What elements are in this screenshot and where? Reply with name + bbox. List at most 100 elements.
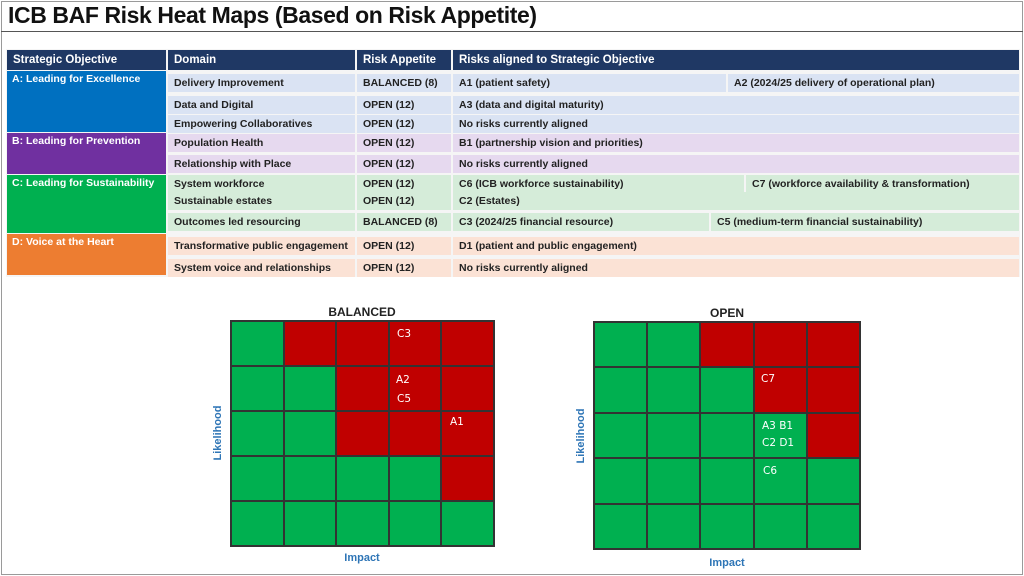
heatmap-balanced-xlabel: Impact <box>344 552 380 564</box>
heatmap-open-cell <box>647 412 701 459</box>
heatmap-balanced-cell <box>336 456 389 501</box>
heatmap-balanced-cell <box>231 456 284 501</box>
heatmap-balanced-cell <box>388 501 442 546</box>
heatmap-open-cell <box>594 367 648 413</box>
heatmap-open <box>593 321 861 550</box>
appetite-cell: OPEN (12) <box>357 192 451 210</box>
appetite-cell: OPEN (12) <box>357 134 451 152</box>
objective-a: A: Leading for Excellence <box>7 71 166 132</box>
risk-cell: A3 (data and digital maturity) <box>453 96 1019 114</box>
appetite-cell: OPEN (12) <box>357 259 451 277</box>
heatmap-open-cell <box>753 503 807 549</box>
heatmap-balanced-title: BALANCED <box>328 305 396 319</box>
appetite-cell: OPEN (12) <box>357 237 451 255</box>
domain-cell: Population Health <box>168 134 355 152</box>
risk-label: A2 <box>396 374 410 386</box>
heatmap-balanced-cell <box>231 366 284 411</box>
risk-cell: No risks currently aligned <box>453 115 1019 133</box>
risk-cell: C6 (ICB workforce sustainability) <box>453 175 744 193</box>
heatmap-balanced-cell <box>231 501 284 546</box>
heatmap-open-cell <box>594 412 648 459</box>
appetite-cell: BALANCED (8) <box>357 74 451 92</box>
heatmap-open-cell <box>806 458 860 504</box>
objective-c: C: Leading for Sustainability <box>7 175 166 233</box>
heatmap-open-cell <box>647 367 701 413</box>
risk-label: C3 <box>397 328 412 340</box>
heatmap-balanced-cell <box>441 321 494 366</box>
page-title: ICB BAF Risk Heat Maps (Based on Risk Ap… <box>8 2 537 28</box>
heatmap-balanced-cell <box>283 501 337 546</box>
domain-cell: Transformative public engagement <box>168 237 355 255</box>
heatmap-balanced-cell <box>283 366 337 411</box>
heatmap-open-cell <box>594 458 648 504</box>
heatmap-open-title: OPEN <box>709 306 744 320</box>
risk-label: C2 D1 <box>762 437 795 449</box>
heatmap-balanced-cell <box>336 501 389 546</box>
risk-label: C7 <box>761 373 776 385</box>
heatmap-open-cell <box>806 412 860 459</box>
heatmap-balanced-cell <box>336 411 389 456</box>
heatmap-balanced-cell <box>388 366 442 411</box>
appetite-cell: OPEN (12) <box>357 175 451 193</box>
risk-cell: No risks currently aligned <box>453 259 1019 277</box>
domain-cell: Sustainable estates <box>168 192 355 210</box>
risk-cell: A1 (patient safety) <box>453 74 726 92</box>
appetite-cell: OPEN (12) <box>357 115 451 133</box>
heatmap-open-cell <box>806 503 860 549</box>
risk-cell: C3 (2024/25 financial resource) <box>453 213 709 231</box>
heatmap-balanced-cell <box>283 321 337 366</box>
risk-label: A1 <box>450 416 464 428</box>
heatmap-balanced-cell <box>283 456 337 501</box>
heatmap-balanced-ylabel: Likelihood <box>212 405 224 461</box>
heatmap-balanced-cell <box>388 411 442 456</box>
risk-label: A3 B1 <box>762 420 794 432</box>
header-risks: Risks aligned to Strategic Objective <box>453 50 1019 70</box>
heatmap-balanced-cell <box>336 321 389 366</box>
heatmap-balanced-cell <box>388 456 442 501</box>
domain-cell: Relationship with Place <box>168 155 355 173</box>
heatmap-open-cell <box>806 322 860 368</box>
appetite-cell: OPEN (12) <box>357 96 451 114</box>
heatmap-open-xlabel: Impact <box>709 557 745 569</box>
heatmap-balanced-cell <box>231 321 284 366</box>
heatmap-balanced-cell <box>336 366 389 411</box>
heatmap-open-ylabel: Likelihood <box>575 408 587 464</box>
heatmap-open-cell <box>700 412 754 459</box>
risk-cell: C2 (Estates) <box>453 192 1019 210</box>
heatmap-balanced-cell <box>441 411 494 456</box>
risk-cell: C7 (workforce availability & transformat… <box>746 175 1019 193</box>
header-domain: Domain <box>168 50 355 70</box>
heatmap-balanced-cell <box>441 456 494 501</box>
heatmap-open-cell <box>647 458 701 504</box>
heatmap-open-cell <box>594 322 648 368</box>
objective-b: B: Leading for Prevention <box>7 133 166 174</box>
header-objective: Strategic Objective <box>7 50 166 70</box>
domain-cell: Empowering Collaboratives <box>168 115 355 133</box>
heatmap-open-cell <box>700 503 754 549</box>
domain-cell: System workforce <box>168 175 355 193</box>
heatmap-open-cell <box>700 458 754 504</box>
risk-cell: D1 (patient and public engagement) <box>453 237 1019 255</box>
header-appetite: Risk Appetite <box>357 50 451 70</box>
heatmap-open-cell <box>594 503 648 549</box>
heatmap-open-cell <box>753 458 807 504</box>
risk-cell: No risks currently aligned <box>453 155 1019 173</box>
objective-d: D: Voice at the Heart <box>7 234 166 275</box>
heatmap-open-cell <box>647 503 701 549</box>
heatmap-open-cell <box>806 367 860 413</box>
risk-cell: A2 (2024/25 delivery of operational plan… <box>728 74 1019 92</box>
heatmap-balanced-cell <box>441 501 494 546</box>
heatmap-balanced-cell <box>441 366 494 411</box>
heatmap-balanced <box>230 320 495 547</box>
title-divider <box>1 31 1023 32</box>
risk-cell: C5 (medium-term financial sustainability… <box>711 213 1019 231</box>
heatmap-open-cell <box>753 412 807 459</box>
heatmap-balanced-cell <box>283 411 337 456</box>
heatmap-open-cell <box>647 322 701 368</box>
domain-cell: Delivery Improvement <box>168 74 355 92</box>
risk-cell: B1 (partnership vision and priorities) <box>453 134 1019 152</box>
domain-cell: Outcomes led resourcing <box>168 213 355 231</box>
appetite-cell: BALANCED (8) <box>357 213 451 231</box>
heatmap-open-cell <box>753 322 807 368</box>
